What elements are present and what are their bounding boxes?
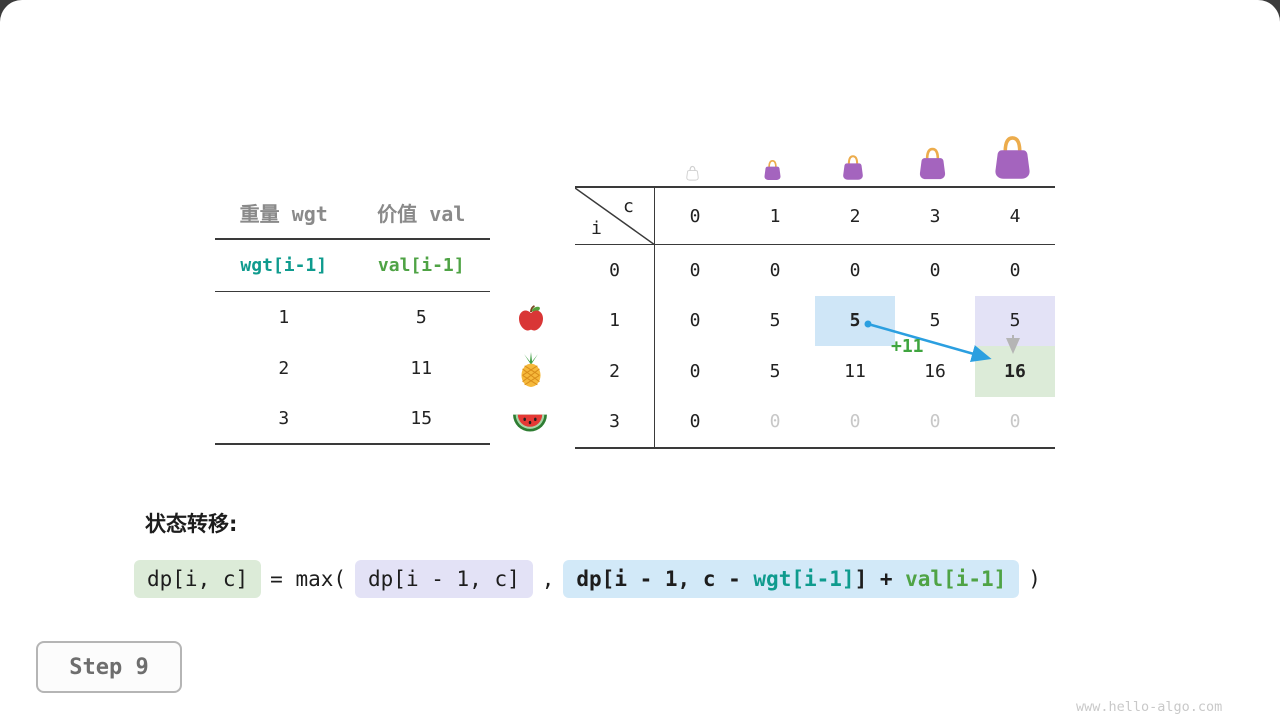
- dp-cell: 0: [769, 259, 781, 281]
- dp-cell-source-skip: 5: [975, 295, 1055, 346]
- dp-row-header: 0: [575, 245, 655, 296]
- formula-heading: 状态转移:: [145, 512, 238, 536]
- item-weight: 1: [278, 307, 290, 328]
- dp-cell: 5: [929, 310, 941, 332]
- state-transition-formula: dp[i, c] = max( dp[i - 1, c] , dp[i - 1,…: [134, 560, 1041, 598]
- corner-row-label: i: [591, 218, 602, 239]
- formula-operator: = max(: [270, 567, 347, 591]
- dp-cell: 5: [769, 310, 781, 332]
- dp-col-header: 2: [849, 205, 861, 227]
- item-row: 1 5: [215, 292, 490, 343]
- formula-separator: ,: [541, 567, 555, 591]
- item-weight: 2: [278, 358, 290, 379]
- watermark: www.hello-algo.com: [1076, 699, 1223, 715]
- item-weight: 3: [278, 408, 290, 429]
- dp-row-header: 3: [575, 396, 655, 447]
- item-value: 11: [410, 358, 433, 379]
- dp-cell: 11: [844, 360, 866, 382]
- bag-icon-capacity-1: [764, 159, 781, 180]
- weights-table: 重量 wgt 价值 val wgt[i-1] val[i-1] 1 5 2 11…: [215, 186, 490, 445]
- item-value: 5: [415, 307, 427, 328]
- dp-cell: 0: [689, 411, 701, 433]
- dp-row-3: 3 0 0 0 0 0: [575, 396, 1055, 447]
- dp-cell: 16: [924, 360, 946, 382]
- val-symbol: val[i-1]: [377, 255, 465, 276]
- dp-cell: 0: [689, 259, 701, 281]
- bag-icon-capacity-3: [919, 147, 946, 180]
- pineapple-icon: [521, 352, 541, 387]
- dp-cell: 0: [849, 259, 861, 281]
- formula-closing: ): [1028, 567, 1041, 591]
- dp-cell-pending: 0: [769, 411, 781, 433]
- item-row: 3 15: [215, 394, 490, 445]
- dp-cell-current: 16: [975, 346, 1055, 397]
- dp-col-header: 4: [1009, 205, 1021, 227]
- weight-column-header: 重量 wgt: [239, 201, 328, 226]
- step-badge: Step 9: [36, 641, 182, 693]
- bag-icon-capacity-2: [843, 155, 863, 180]
- dp-cell-pending: 0: [1009, 411, 1021, 433]
- dp-cell: 0: [689, 310, 701, 332]
- corner-col-label: c: [623, 196, 634, 217]
- dp-cell: 5: [769, 360, 781, 382]
- dp-col-header: 3: [929, 205, 941, 227]
- item-value: 15: [410, 408, 433, 429]
- item-row: 2 11: [215, 343, 490, 394]
- dp-col-header: 0: [689, 205, 701, 227]
- value-column-header: 价值 val: [377, 201, 466, 226]
- dp-row-0: 0 0 0 0 0 0: [575, 245, 1055, 296]
- bag-icon-capacity-0: [686, 165, 699, 181]
- take-term-mid: ] +: [854, 567, 906, 591]
- dp-corner-cell: c i: [575, 188, 655, 245]
- dp-cell: 0: [689, 360, 701, 382]
- dp-row-1: 1 0 5 5 5 5: [575, 295, 1055, 346]
- dp-col-header: 1: [769, 205, 781, 227]
- val-term: val[i-1]: [905, 567, 1007, 591]
- apple-icon: [519, 305, 543, 331]
- dp-cell: 0: [1009, 259, 1021, 281]
- dp-row-header: 2: [575, 346, 655, 397]
- watermelon-icon: [513, 414, 547, 432]
- weights-table-header: 重量 wgt 价值 val: [215, 186, 490, 240]
- wgt-symbol: wgt[i-1]: [240, 255, 328, 276]
- skip-item-term: dp[i - 1, c]: [355, 560, 533, 598]
- corner-diagonal-line: [575, 188, 655, 245]
- dp-current-term: dp[i, c]: [134, 560, 262, 598]
- dp-cell: 0: [929, 259, 941, 281]
- bag-icon-capacity-4: [995, 136, 1030, 179]
- annotation-plus-val: +11: [891, 336, 924, 357]
- dp-cell-source-take: 5: [815, 295, 895, 346]
- take-item-term: dp[i - 1, c - wgt[i-1]] + val[i-1]: [563, 560, 1020, 598]
- symbol-row: wgt[i-1] val[i-1]: [215, 240, 490, 292]
- dp-row-2: 2 0 5 11 16 16: [575, 346, 1055, 397]
- take-term-head: dp[i - 1, c -: [576, 567, 754, 591]
- dp-table: c i 0 1 2 3 4 0 0 0 0 0 0 1 0 5 5 5 5 2: [575, 186, 1055, 449]
- dp-table-header: c i 0 1 2 3 4: [575, 188, 1055, 245]
- dp-cell-pending: 0: [849, 411, 861, 433]
- dp-cell-pending: 0: [929, 411, 941, 433]
- wgt-term: wgt[i-1]: [753, 567, 855, 591]
- dp-row-header: 1: [575, 295, 655, 346]
